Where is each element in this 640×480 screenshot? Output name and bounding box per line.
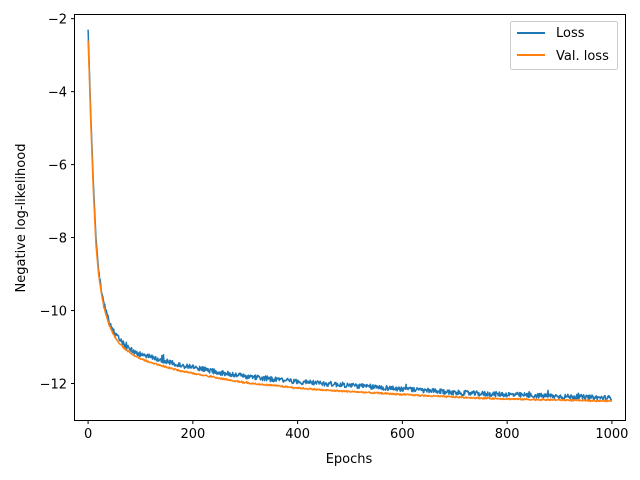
series-line-loss bbox=[87, 29, 613, 402]
x-tick-label: 0 bbox=[84, 427, 92, 442]
x-tick-label: 800 bbox=[495, 427, 520, 442]
series-line-val-loss bbox=[87, 40, 613, 403]
x-tick-label: 200 bbox=[180, 427, 205, 442]
legend: Loss Val. loss bbox=[510, 21, 618, 70]
y-tick-label: −2 bbox=[48, 13, 67, 28]
y-tick-label: −6 bbox=[48, 159, 67, 174]
y-tick-label: −4 bbox=[48, 86, 67, 101]
x-axis-ticks: 0 200 400 600 800 1000 bbox=[84, 420, 628, 442]
y-axis-label: Negative log-likelihood bbox=[14, 144, 29, 293]
y-tick-label: −10 bbox=[40, 305, 67, 320]
legend-label-loss: Loss bbox=[556, 26, 585, 41]
x-tick-label: 600 bbox=[390, 427, 415, 442]
y-axis-ticks: −2 −4 −6 −8 −10 −12 bbox=[40, 13, 75, 393]
plot-frame bbox=[74, 14, 626, 421]
x-tick-label: 1000 bbox=[595, 427, 628, 442]
x-tick-label: 400 bbox=[285, 427, 310, 442]
y-tick-label: −12 bbox=[40, 378, 67, 393]
series-layer bbox=[87, 29, 613, 403]
y-tick-label: −8 bbox=[48, 232, 67, 247]
x-axis-label: Epochs bbox=[326, 452, 373, 467]
legend-label-val-loss: Val. loss bbox=[556, 49, 609, 64]
